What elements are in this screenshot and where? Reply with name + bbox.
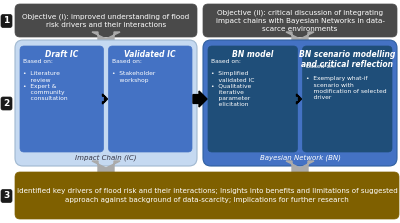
FancyBboxPatch shape: [108, 46, 192, 152]
Polygon shape: [102, 94, 108, 104]
FancyBboxPatch shape: [302, 46, 392, 152]
Text: Based on:

•  Stakeholder
    workshop: Based on: • Stakeholder workshop: [112, 59, 155, 83]
FancyBboxPatch shape: [208, 46, 298, 152]
Polygon shape: [92, 32, 120, 40]
FancyBboxPatch shape: [15, 4, 197, 37]
FancyBboxPatch shape: [15, 172, 399, 219]
Text: Validated IC: Validated IC: [124, 50, 176, 59]
FancyBboxPatch shape: [203, 4, 397, 37]
FancyBboxPatch shape: [20, 46, 104, 152]
Text: Based on:

•  Simplified
    validated IC
•  Qualitative
    iterative
    param: Based on: • Simplified validated IC • Qu…: [211, 59, 254, 107]
Text: 1: 1: [3, 16, 10, 25]
Text: Based on:

•  Exemplary what-if
    scenario with
    modification of selected
 : Based on: • Exemplary what-if scenario w…: [306, 64, 386, 100]
Polygon shape: [296, 94, 302, 104]
FancyBboxPatch shape: [1, 190, 12, 202]
Text: BN model: BN model: [232, 50, 274, 59]
Text: Bayesian Network (BN): Bayesian Network (BN): [260, 154, 340, 161]
FancyBboxPatch shape: [1, 14, 12, 27]
Polygon shape: [286, 161, 314, 172]
Text: BN scenario modelling
and critical reflection: BN scenario modelling and critical refle…: [299, 50, 396, 69]
Text: 2: 2: [3, 99, 10, 107]
Polygon shape: [286, 32, 314, 40]
Text: Objective (i): improved understanding of flood
risk drivers and their interactio: Objective (i): improved understanding of…: [22, 13, 190, 28]
Text: Identified key drivers of flood risk and their interactions; Insights into benef: Identified key drivers of flood risk and…: [17, 188, 397, 203]
FancyBboxPatch shape: [203, 40, 397, 166]
FancyBboxPatch shape: [15, 40, 197, 166]
Text: 3: 3: [3, 191, 10, 200]
Text: Based on:

•  Literature
    review
•  Expert &
    community
    consultation: Based on: • Literature review • Expert &…: [23, 59, 68, 101]
FancyBboxPatch shape: [1, 97, 12, 110]
Polygon shape: [193, 91, 207, 107]
Polygon shape: [92, 161, 120, 172]
Text: Draft IC: Draft IC: [45, 50, 78, 59]
Text: Impact Chain (IC): Impact Chain (IC): [75, 154, 137, 161]
Text: Objective (ii): critical discussion of integrating
impact chains with Bayesian N: Objective (ii): critical discussion of i…: [216, 9, 384, 32]
